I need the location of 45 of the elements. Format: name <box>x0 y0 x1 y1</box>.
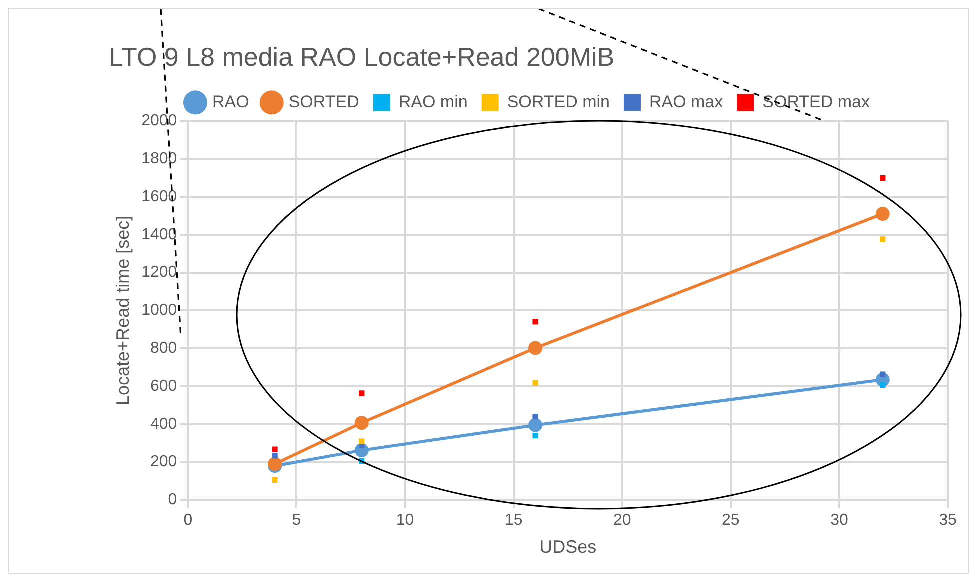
y-tick-label: 1600 <box>142 188 178 206</box>
x-tick-label: 30 <box>830 512 848 530</box>
y-tick-label: 800 <box>150 340 178 358</box>
point <box>359 438 365 444</box>
y-tick-label: 600 <box>150 378 178 395</box>
point <box>532 380 538 386</box>
x-tick-label: 15 <box>504 512 523 530</box>
point <box>880 372 886 378</box>
x-axis-title: UDSes <box>540 537 597 558</box>
legend-label: RAO max <box>649 92 724 112</box>
point <box>876 207 890 222</box>
y-tick-label: 1000 <box>142 302 178 320</box>
point <box>880 175 886 182</box>
x-tick-label: 0 <box>184 512 193 530</box>
x-tick-label: 20 <box>613 512 632 530</box>
y-tick-label: 2000 <box>142 112 178 130</box>
point <box>880 382 886 388</box>
y-tick-label: 1800 <box>142 150 178 168</box>
legend-label: SORTED max <box>762 92 871 112</box>
point <box>880 236 886 242</box>
point <box>528 341 543 356</box>
y-tick-label: 400 <box>150 416 178 433</box>
point <box>272 446 278 452</box>
legend-label: RAO min <box>398 92 468 112</box>
y-tick-label: 1200 <box>142 264 178 282</box>
y-tick-label: 0 <box>168 492 178 509</box>
point <box>272 453 278 459</box>
x-tick-label: 10 <box>396 512 414 530</box>
point <box>528 418 543 432</box>
point <box>359 390 365 396</box>
point <box>532 319 538 325</box>
point <box>532 432 538 439</box>
y-tick-label: 1400 <box>142 226 178 244</box>
y-tick-label: 200 <box>150 454 178 471</box>
legend-label: RAO <box>212 92 250 112</box>
x-tick-label: 35 <box>939 512 957 530</box>
chart-title: LTO 9 L8 media RAO Locate+Read 200MiB <box>109 42 615 72</box>
point <box>532 414 538 420</box>
point <box>272 477 278 483</box>
legend-label: SORTED <box>288 92 360 112</box>
point <box>354 416 369 430</box>
y-axis-title: Locate+Read time [sec] <box>112 216 133 406</box>
legend-label: SORTED min <box>507 92 610 112</box>
x-tick-label: 25 <box>722 512 740 530</box>
x-tick-label: 5 <box>292 512 302 530</box>
